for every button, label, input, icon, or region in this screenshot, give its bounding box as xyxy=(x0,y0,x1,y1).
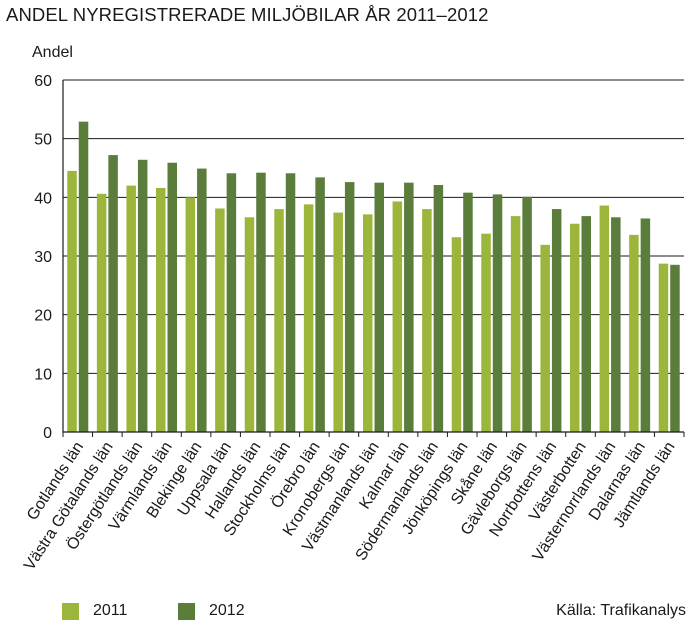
bar-2012-6 xyxy=(226,173,237,432)
bar-2011-11 xyxy=(363,214,373,432)
legend-label-2012: 2012 xyxy=(209,602,245,619)
bar-2011-7 xyxy=(244,217,255,432)
bar-2012-15 xyxy=(492,194,503,432)
bar-2012-8 xyxy=(285,173,296,432)
bar-2011-13 xyxy=(422,209,432,432)
gridlines xyxy=(63,79,684,374)
bar-2012-4 xyxy=(167,162,177,432)
bar-2011-4 xyxy=(156,187,166,432)
bar-2011-3 xyxy=(126,185,136,432)
y-tick-label: 60 xyxy=(34,73,52,90)
bar-2012-7 xyxy=(256,172,266,432)
y-tick-label: 10 xyxy=(34,366,52,383)
bar-2012-12 xyxy=(404,182,414,432)
legend-swatch-2012 xyxy=(178,602,195,620)
legend-item-2012: 2012 xyxy=(178,602,245,620)
bar-2012-10 xyxy=(344,182,355,432)
bars xyxy=(67,121,680,433)
bar-2011-15 xyxy=(481,233,491,432)
bar-2011-8 xyxy=(274,209,284,432)
bar-2012-16 xyxy=(522,196,532,432)
bar-2011-9 xyxy=(303,204,314,432)
bar-2011-20 xyxy=(629,234,639,432)
bar-2012-13 xyxy=(433,185,444,432)
bar-2012-2 xyxy=(108,155,118,433)
y-tick-label: 40 xyxy=(34,190,52,207)
bar-2012-11 xyxy=(374,182,384,432)
y-tick-labels: 0 10 20 30 40 50 60 xyxy=(34,73,52,442)
bar-2012-20 xyxy=(640,218,651,432)
bar-2012-19 xyxy=(611,217,621,432)
bar-2012-3 xyxy=(137,159,148,432)
bar-2012-1 xyxy=(78,121,89,433)
bar-2012-9 xyxy=(315,177,325,432)
bar-2012-14 xyxy=(463,192,473,432)
bar-2011-10 xyxy=(333,212,343,432)
y-tick-label: 20 xyxy=(34,308,52,325)
bar-2011-21 xyxy=(658,263,669,432)
bar-2011-18 xyxy=(570,223,580,432)
chart-title: ANDEL NYREGISTRERADE MILJÖBILAR ÅR 2011–… xyxy=(6,4,489,25)
bar-2011-5 xyxy=(185,197,196,432)
bar-2011-6 xyxy=(215,208,225,432)
bar-2011-16 xyxy=(510,216,521,432)
bar-2012-17 xyxy=(551,209,562,432)
bar-2012-21 xyxy=(670,264,680,432)
y-tick-label: 0 xyxy=(43,425,52,442)
legend-item-2011: 2011 xyxy=(62,602,127,620)
bar-2011-12 xyxy=(392,201,403,432)
y-tick-label: 30 xyxy=(34,249,52,266)
axes xyxy=(62,80,685,437)
bar-2012-5 xyxy=(197,168,207,432)
bar-2012-18 xyxy=(581,216,591,432)
bar-2011-14 xyxy=(451,237,462,432)
bar-2011-2 xyxy=(96,193,107,432)
y-axis-label: Andel xyxy=(32,44,73,61)
bar-2011-19 xyxy=(599,205,610,432)
bar-2011-17 xyxy=(540,244,550,432)
y-tick-label: 50 xyxy=(34,132,52,149)
bar-2011-1 xyxy=(67,170,77,432)
source-note: Källa: Trafikanalys xyxy=(556,602,686,619)
legend-swatch-2011 xyxy=(62,602,79,620)
legend-label-2011: 2011 xyxy=(93,602,128,619)
